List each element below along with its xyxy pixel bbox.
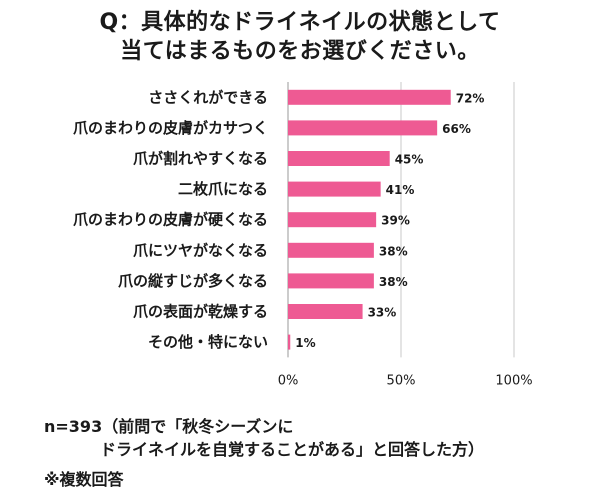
sample-size-note: n=393（前問で「秋冬シーズンに	[44, 417, 294, 436]
bar	[288, 334, 291, 350]
bar	[288, 181, 381, 197]
category-label: 爪の縦すじが多くなる	[118, 272, 268, 290]
title-line-1: Q：具体的なドライネイルの状態として	[99, 10, 501, 35]
bar	[288, 89, 451, 105]
bar	[288, 242, 374, 258]
chart-title: Q：具体的なドライネイルの状態として 当てはまるものをお選びください。	[0, 8, 600, 66]
bar	[288, 212, 377, 228]
bar	[288, 120, 438, 136]
bar	[288, 273, 374, 289]
value-label: 72%	[456, 91, 485, 105]
bar	[288, 304, 363, 319]
value-label: 39%	[381, 214, 410, 228]
category-label: 爪にツヤがなくなる	[133, 241, 268, 259]
category-label: その他・特にない	[148, 333, 268, 351]
value-label: 45%	[395, 153, 424, 167]
value-label: 1%	[295, 336, 315, 350]
multiple-answer-note: ※複数回答	[44, 470, 124, 489]
category-label: 爪のまわりの皮膚が硬くなる	[73, 211, 268, 229]
category-label: 爪が割れやすくなる	[133, 150, 268, 168]
value-label: 38%	[379, 244, 408, 258]
x-tick-label: 0%	[278, 373, 299, 388]
category-label: ささくれができる	[148, 88, 268, 106]
category-label: 爪のまわりの皮膚がカサつく	[73, 119, 268, 137]
bar	[288, 151, 390, 166]
value-label: 38%	[379, 275, 408, 289]
title-line-2: 当てはまるものをお選びください。	[120, 39, 480, 64]
value-label: 66%	[442, 122, 471, 136]
sample-size-note-cont: ドライネイルを自覚することがある」と回答した方）	[100, 440, 485, 459]
value-label: 41%	[386, 183, 415, 197]
x-tick-label: 50%	[387, 373, 416, 388]
category-label: 爪の表面が乾燥する	[133, 303, 268, 321]
x-tick-label: 100%	[495, 373, 532, 388]
category-label: 二枚爪になる	[178, 180, 268, 198]
value-label: 33%	[368, 306, 397, 320]
